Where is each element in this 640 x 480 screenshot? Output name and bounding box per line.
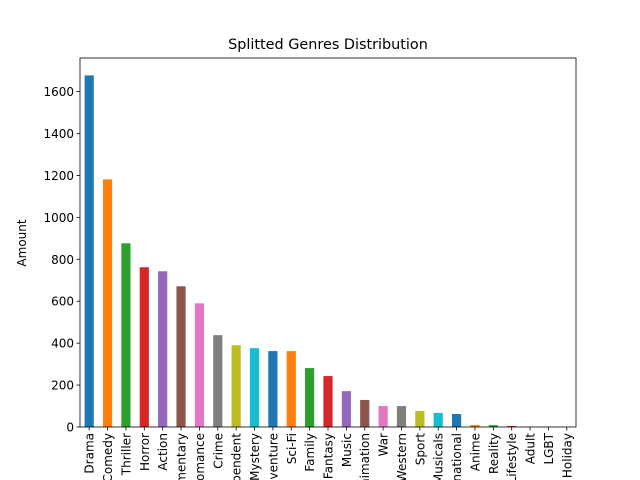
x-tick-label: Crime bbox=[211, 433, 225, 469]
x-tick-label: Adventure bbox=[266, 433, 280, 480]
y-tick-label: 1000 bbox=[43, 211, 74, 225]
x-tick-label: Lifestyle bbox=[505, 433, 519, 480]
bar bbox=[213, 335, 223, 427]
y-tick-label: 1400 bbox=[43, 127, 74, 141]
plot-frame bbox=[79, 57, 577, 428]
y-tick-label: 0 bbox=[66, 421, 74, 435]
bar bbox=[158, 271, 168, 427]
x-tick-label: Reality bbox=[487, 433, 501, 474]
y-tick-label: 200 bbox=[51, 379, 74, 393]
x-tick-label: Music bbox=[340, 433, 354, 467]
x-tick-label: Drama bbox=[83, 433, 97, 474]
y-tick-label: 1600 bbox=[43, 85, 74, 99]
y-tick-label: 600 bbox=[51, 295, 74, 309]
x-tick-label: Independent bbox=[230, 433, 244, 480]
bar bbox=[121, 243, 131, 427]
x-tick-label: Animation bbox=[358, 433, 372, 480]
bar bbox=[378, 406, 388, 427]
bar bbox=[507, 425, 517, 427]
x-tick-label: War bbox=[377, 433, 391, 456]
x-tick-label: Romance bbox=[193, 433, 207, 480]
bar bbox=[452, 414, 462, 427]
x-tick-label: LGBT bbox=[542, 432, 556, 464]
bar bbox=[323, 376, 333, 427]
x-tick-label: Comedy bbox=[101, 433, 115, 480]
x-tick-label: International bbox=[450, 433, 464, 480]
y-tick-label: 800 bbox=[51, 253, 74, 267]
x-tick-label: Mystery bbox=[248, 433, 262, 480]
bar bbox=[176, 286, 186, 427]
bar bbox=[488, 425, 498, 427]
bar bbox=[305, 368, 315, 427]
bar bbox=[139, 267, 149, 427]
x-tick-label: Family bbox=[303, 433, 317, 472]
x-tick-label: Anime bbox=[468, 433, 482, 471]
x-tick-label: Musicals bbox=[432, 433, 446, 480]
x-tick-label: Sport bbox=[413, 433, 427, 466]
y-tick-label: 400 bbox=[51, 337, 74, 351]
bar bbox=[360, 399, 370, 427]
bar bbox=[268, 351, 278, 427]
bar bbox=[249, 348, 260, 427]
x-tick-label: Action bbox=[156, 433, 170, 471]
bar bbox=[286, 351, 296, 427]
x-tick-label: Holiday bbox=[560, 433, 574, 478]
x-tick-label: Thriller bbox=[119, 433, 133, 476]
x-tick-label: Horror bbox=[138, 433, 152, 471]
bar bbox=[341, 391, 351, 427]
bar bbox=[84, 75, 94, 427]
x-tick-label: Western bbox=[395, 433, 409, 480]
bar bbox=[433, 412, 443, 427]
bar bbox=[231, 345, 241, 427]
bar bbox=[415, 411, 425, 427]
x-tick-label: Adult bbox=[524, 433, 538, 465]
bar bbox=[194, 303, 204, 427]
x-tick-label: Fantasy bbox=[322, 433, 336, 479]
bar bbox=[396, 406, 407, 427]
chart-title: Splitted Genres Distribution bbox=[228, 37, 428, 53]
bar bbox=[102, 179, 113, 427]
x-tick-label: Documentary bbox=[175, 433, 189, 480]
bar bbox=[470, 424, 480, 427]
x-tick-label: Sci-Fi bbox=[285, 433, 299, 464]
y-axis-label: Amount bbox=[15, 219, 29, 266]
y-tick-label: 1200 bbox=[43, 169, 74, 183]
